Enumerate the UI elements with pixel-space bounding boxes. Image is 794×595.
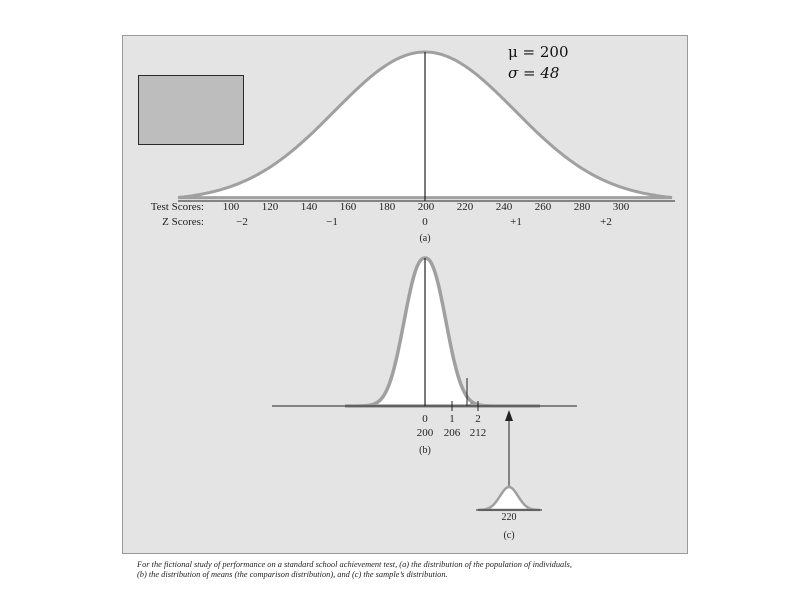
- test-score-tick: 240: [495, 201, 513, 213]
- mu-label: μ = 200: [508, 43, 569, 61]
- test-score-tick: 200: [417, 201, 435, 213]
- shaded-tail-region: [467, 396, 540, 406]
- z-score-tick: +2: [600, 216, 612, 228]
- z-tick-b: 0: [422, 413, 428, 425]
- test-score-tick: 260: [534, 201, 552, 213]
- z-tick-b: 2: [475, 413, 481, 425]
- z-score-tick: 0: [422, 216, 428, 228]
- test-score-tick: 100: [222, 201, 240, 213]
- score-tick-b: 200: [416, 427, 434, 439]
- test-score-tick: 220: [456, 201, 474, 213]
- z-scores-row-label: Z Scores:: [162, 216, 204, 228]
- score-tick-b: 212: [469, 427, 487, 439]
- comparison-distribution-curve: [345, 256, 540, 408]
- test-scores-row-label: Test Scores:: [150, 201, 204, 213]
- figure-caption: For the fictional study of performance o…: [137, 560, 697, 580]
- z-score-tick: −2: [236, 216, 248, 228]
- score-tick-b: 206: [443, 427, 461, 439]
- test-score-tick: 140: [300, 201, 318, 213]
- sigma-label: σ = 48: [508, 64, 560, 82]
- panel-b-label: (b): [419, 445, 431, 456]
- sample-distribution-curve: [478, 485, 540, 512]
- caption-line: For the fictional study of performance o…: [137, 560, 572, 569]
- test-score-tick: 160: [339, 201, 357, 213]
- z-tick-b: 1: [449, 413, 455, 425]
- test-score-tick: 280: [573, 201, 591, 213]
- caption-line: (b) the distribution of means (the compa…: [137, 570, 448, 579]
- test-score-tick: 300: [612, 201, 630, 213]
- panel-c-label: (c): [503, 530, 515, 541]
- z-score-tick: −1: [326, 216, 338, 228]
- panel-a-label: (a): [419, 233, 431, 244]
- z-score-tick: +1: [510, 216, 522, 228]
- image-placeholder: [138, 75, 244, 145]
- sample-value-label: 220: [501, 512, 517, 523]
- test-score-tick: 120: [261, 201, 279, 213]
- arrow-head: [505, 410, 513, 421]
- test-score-tick: 180: [378, 201, 396, 213]
